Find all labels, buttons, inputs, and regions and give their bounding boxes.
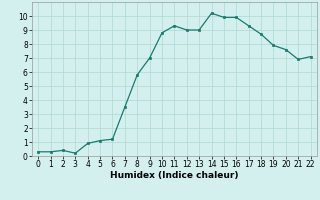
X-axis label: Humidex (Indice chaleur): Humidex (Indice chaleur) [110,171,239,180]
